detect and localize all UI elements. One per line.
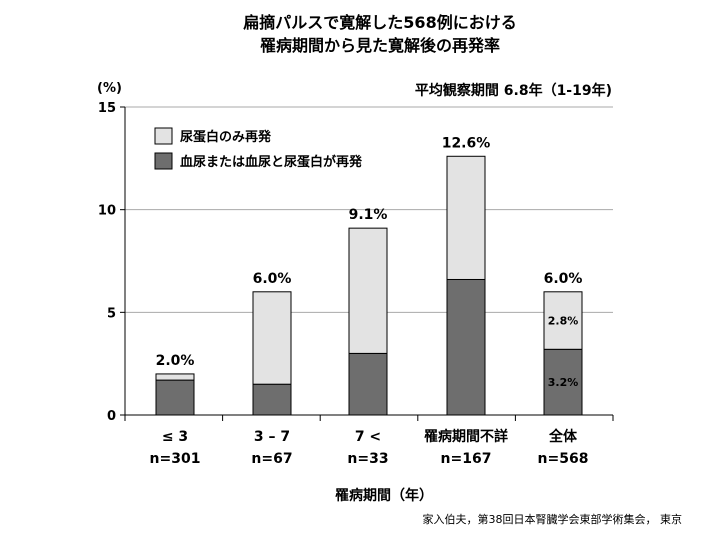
y-tick-label: 10 [98,204,116,219]
sample-size-label: n=67 [251,451,292,467]
segment-value-label: 2.8% [548,315,579,328]
legend-swatch [154,127,173,145]
total-percent-label: 9.1% [349,207,388,223]
bar-segment-proteinuria-only [252,291,292,385]
sample-size-label: n=568 [538,451,589,467]
y-tick-label: 15 [98,101,116,116]
bar-segment-hematuria [446,278,486,416]
sample-size-label: n=167 [441,451,492,467]
category-label: ≤ 3 [162,429,188,445]
sample-size-label: n=301 [150,451,201,467]
category-label: 3 – 7 [254,429,290,445]
legend-label: 尿蛋白のみ再発 [180,129,272,145]
bar-segment-proteinuria-only [348,227,388,354]
y-axis-unit: (%) [97,81,122,96]
observation-period-note: 平均観察期間 6.8年（1-19年) [414,83,612,99]
chart-title-line2: 罹病期間から見た寛解後の再発率 [259,36,500,55]
total-percent-label: 2.0% [156,353,195,369]
source-citation: 家入伯夫，第38回日本腎臓学会東部学術集会， 東京 [422,513,683,526]
x-axis-title: 罹病期間（年） [335,488,433,504]
category-label: 全体 [548,428,578,445]
bar-segment-hematuria [348,352,388,416]
segment-value-label: 3.2% [548,376,579,389]
bar-segment-hematuria [155,379,195,416]
chart-title-line1: 扁摘パルスで寛解した568例における [243,13,517,32]
total-percent-label: 12.6% [442,135,491,151]
bar-segment-proteinuria-only [155,373,195,381]
sample-size-label: n=33 [347,451,388,467]
category-label: 7 < [355,429,381,445]
legend-label: 血尿または血尿と尿蛋白が再発 [180,154,363,170]
y-tick-label: 5 [107,306,116,321]
bar-segment-hematuria [252,383,292,416]
category-label: 罹病期間不詳 [424,428,508,445]
total-percent-label: 6.0% [253,271,292,287]
y-tick-label: 0 [107,409,116,424]
bar-segment-proteinuria-only [446,155,486,280]
bar-segment-proteinuria-only [543,291,583,350]
legend-swatch [154,152,173,170]
total-percent-label: 6.0% [544,271,583,287]
